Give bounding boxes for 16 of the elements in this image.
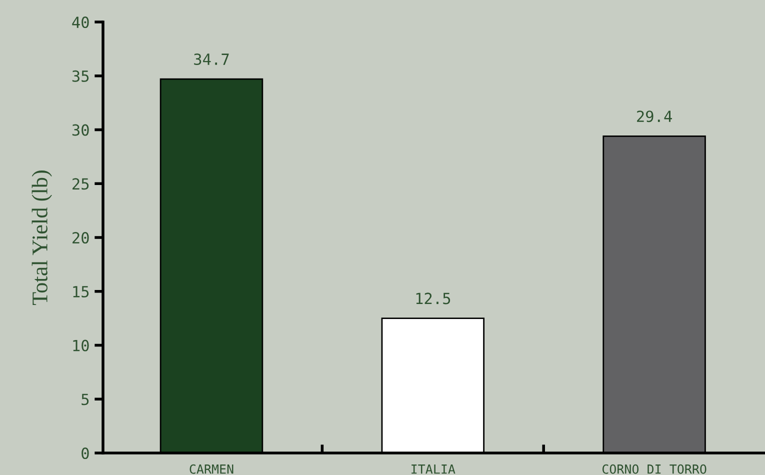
y-tick-label: 20: [72, 232, 89, 244]
data-label: 12.5: [416, 292, 450, 304]
data-label: 29.4: [637, 110, 672, 122]
y-tick-label: 5: [82, 394, 89, 406]
data-label: 34.7: [194, 53, 229, 66]
x-tick-label: CORNO DI TORRO: [602, 464, 706, 474]
y-tick-label: 0: [82, 448, 89, 460]
y-tick-label: 35: [72, 70, 89, 82]
y-tick-label: 40: [72, 16, 89, 28]
y-axis-title: Total Yield (lb): [32, 170, 52, 306]
y-tick-label: 25: [72, 178, 89, 190]
x-tick-label: CARMEN: [190, 464, 234, 474]
y-tick-label: 15: [73, 286, 89, 298]
y-tick-label: 30: [72, 124, 89, 136]
x-tick-label: ITALIA: [412, 464, 456, 474]
y-tick-label: 10: [73, 340, 89, 352]
